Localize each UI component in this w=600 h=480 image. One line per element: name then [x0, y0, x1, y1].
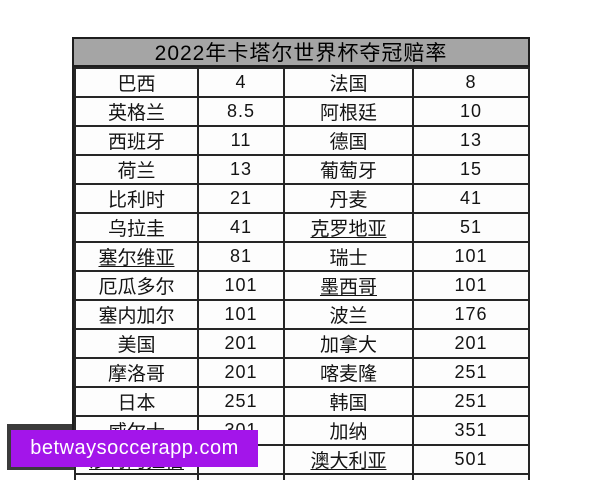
team-cell: 英格兰 — [74, 96, 199, 127]
table-row: 乌拉圭 41 克罗地亚 51 — [74, 212, 530, 243]
odds-cell: 41 — [412, 183, 530, 214]
team-cell: 德国 — [283, 125, 414, 156]
team-cell: 克罗地亚 — [283, 212, 414, 243]
odds-cell: 201 — [412, 328, 530, 359]
table-row: 美国 201 加拿大 201 — [74, 328, 530, 359]
table-row: 伊朗501突尼斯501 — [74, 473, 530, 480]
odds-cell: 251 — [412, 386, 530, 417]
odds-cell: 11 — [197, 125, 285, 156]
team-cell: 西班牙 — [74, 125, 199, 156]
table-row: 西班牙 11 德国 13 — [74, 125, 530, 156]
watermark-banner: betwaysoccerapp.com — [11, 430, 258, 467]
team-cell: 摩洛哥 — [74, 357, 199, 388]
odds-cell: 81 — [197, 241, 285, 272]
odds-cell: 41 — [197, 212, 285, 243]
odds-cell: 101 — [197, 299, 285, 330]
odds-cell: 201 — [197, 328, 285, 359]
odds-table-body: 巴西 4 法国 8 英格兰 8.5 阿根廷 10 西班牙 11 德国 13 荷兰 13 葡萄牙 15 比利时 21… — [74, 67, 530, 480]
odds-table-grid: 巴西 4 法国 8 英格兰 8.5 阿根廷 10 西班牙 11 德国 13 荷兰 13 葡萄牙 15 比利时 21… — [74, 67, 530, 480]
odds-cell: 251 — [412, 357, 530, 388]
odds-cell: 501 — [412, 444, 530, 475]
team-cell: 巴西 — [74, 67, 199, 98]
odds-cell: 101 — [412, 270, 530, 301]
odds-cell: 21 — [197, 183, 285, 214]
table-title: 2022年卡塔尔世界杯夺冠赔率 — [74, 39, 528, 67]
table-row: 摩洛哥 201 喀麦隆 251 — [74, 357, 530, 388]
odds-cell: 13 — [197, 154, 285, 185]
odds-cell: 176 — [412, 299, 530, 330]
team-cell: 加拿大 — [283, 328, 414, 359]
team-cell: 阿根廷 — [283, 96, 414, 127]
odds-cell: 101 — [197, 270, 285, 301]
odds-cell: 8 — [412, 67, 530, 98]
table-row: 日本 251 韩国 251 — [74, 386, 530, 417]
table-row: 荷兰 13 葡萄牙 15 — [74, 154, 530, 185]
team-cell: 突尼斯 — [283, 473, 414, 480]
odds-cell: 8.5 — [197, 96, 285, 127]
team-cell: 塞内加尔 — [74, 299, 199, 330]
table-row: 英格兰 8.5 阿根廷 10 — [74, 96, 530, 127]
table-row: 比利时 21 丹麦 41 — [74, 183, 530, 214]
odds-cell: 251 — [197, 386, 285, 417]
team-cell: 伊朗 — [74, 473, 199, 480]
odds-cell: 501 — [412, 473, 530, 480]
odds-table: 2022年卡塔尔世界杯夺冠赔率 巴西 4 法国 8 英格兰 8.5 阿根廷 10 西班牙 11 德国… — [72, 37, 530, 480]
team-cell: 澳大利亚 — [283, 444, 414, 475]
team-cell: 美国 — [74, 328, 199, 359]
team-cell: 墨西哥 — [283, 270, 414, 301]
team-cell: 荷兰 — [74, 154, 199, 185]
table-row: 塞尔维亚 81 瑞士 101 — [74, 241, 530, 272]
table-row: 厄瓜多尔 101 墨西哥 101 — [74, 270, 530, 301]
team-cell: 日本 — [74, 386, 199, 417]
team-cell: 波兰 — [283, 299, 414, 330]
team-cell: 塞尔维亚 — [74, 241, 199, 272]
odds-cell: 15 — [412, 154, 530, 185]
team-cell: 乌拉圭 — [74, 212, 199, 243]
team-cell: 葡萄牙 — [283, 154, 414, 185]
odds-cell: 101 — [412, 241, 530, 272]
odds-cell: 10 — [412, 96, 530, 127]
odds-cell: 351 — [412, 415, 530, 446]
team-cell: 加纳 — [283, 415, 414, 446]
odds-cell: 4 — [197, 67, 285, 98]
team-cell: 比利时 — [74, 183, 199, 214]
odds-cell: 501 — [197, 473, 285, 480]
odds-cell: 201 — [197, 357, 285, 388]
team-cell: 韩国 — [283, 386, 414, 417]
watermark-url: betwaysoccerapp.com — [30, 437, 239, 459]
team-cell: 丹麦 — [283, 183, 414, 214]
table-row: 塞内加尔 101 波兰 176 — [74, 299, 530, 330]
odds-cell: 51 — [412, 212, 530, 243]
team-cell: 喀麦隆 — [283, 357, 414, 388]
table-row: 巴西 4 法国 8 — [74, 67, 530, 98]
odds-cell: 13 — [412, 125, 530, 156]
team-cell: 法国 — [283, 67, 414, 98]
team-cell: 厄瓜多尔 — [74, 270, 199, 301]
team-cell: 瑞士 — [283, 241, 414, 272]
